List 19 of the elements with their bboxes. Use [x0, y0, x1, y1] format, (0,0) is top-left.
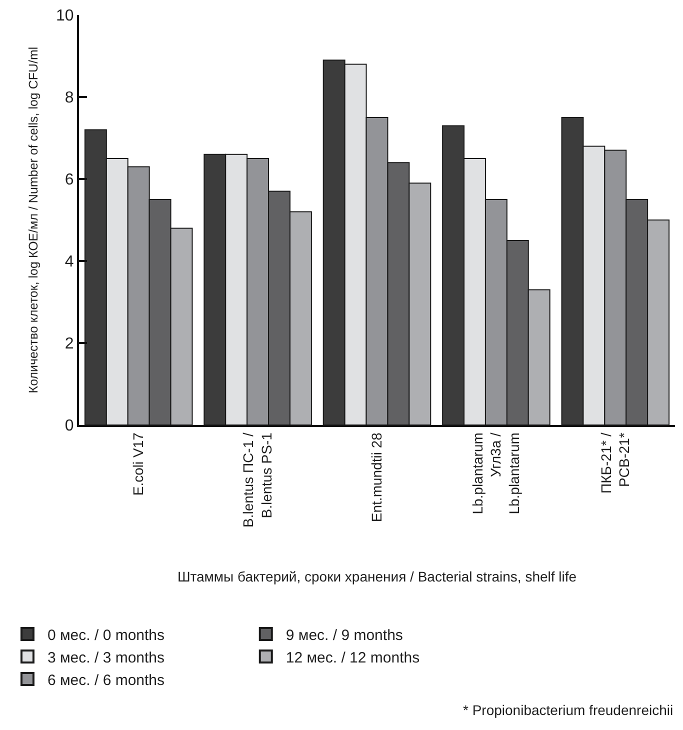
y-tick-label: 8 — [64, 90, 74, 107]
x-tick-label: ПКБ-21* / PCB-21* — [598, 432, 632, 494]
x-tick-label: E.coli V17 — [130, 432, 146, 496]
x-tick-label: B.lentus ПС-1 / B.lentus PS-1 — [240, 432, 274, 528]
legend-label: 6 мес. / 6 months — [47, 672, 165, 689]
legend-label: 9 мес. / 9 months — [286, 626, 403, 644]
legend-label: 0 мес. / 0 months — [47, 626, 165, 644]
y-tick-label: 10 — [56, 8, 74, 25]
legend-label: 12 мес. / 12 months — [286, 649, 420, 666]
y-tick-label: 2 — [64, 336, 74, 353]
y-tick-label: 0 — [64, 418, 74, 435]
y-tick-label: 6 — [64, 172, 74, 189]
x-tick-label: Lb.plantarum Угл3а / Lb.plantarum — [470, 432, 522, 514]
text: * Propionibacterium freudenreichii — [463, 702, 674, 718]
x-axis-title: Штаммы бактерий, сроки хранения / Bacterial strains, shelf life — [177, 568, 577, 584]
y-tick-label: 4 — [64, 254, 74, 271]
x-tick-label: Ent.mundtii 28 — [368, 432, 385, 522]
legend-label: 3 мес. / 3 months — [47, 649, 165, 666]
y-axis-title: Количество клеток, log КОЕ/мл / Number of cells, log CFU/ml — [26, 46, 41, 394]
